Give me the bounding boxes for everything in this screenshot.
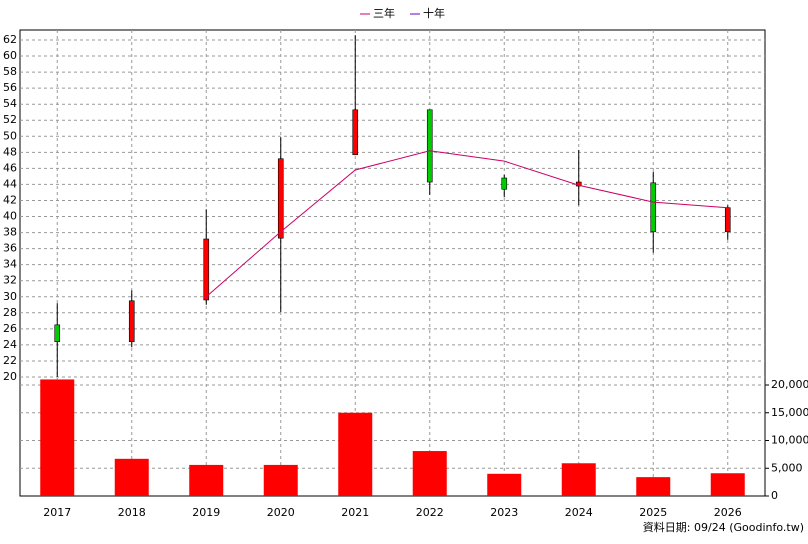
- candle-body: [54, 324, 61, 342]
- y-tick-label: 46: [3, 161, 17, 174]
- volume-bar: [561, 463, 596, 496]
- y-tick-label: 30: [3, 290, 17, 303]
- x-tick-label: 2019: [192, 506, 220, 519]
- average-line: [205, 150, 728, 298]
- y-tick-label: 50: [3, 129, 17, 142]
- candle-body: [426, 109, 433, 183]
- candle-body: [277, 158, 284, 239]
- y-tick-label: 28: [3, 306, 17, 319]
- y-tick-label: 54: [3, 97, 17, 110]
- y-tick-label: 38: [3, 226, 17, 239]
- x-tick-label: 2022: [416, 506, 444, 519]
- x-tick-label: 2025: [639, 506, 667, 519]
- footnote: 資料日期: 09/24 (Goodinfo.tw): [643, 520, 804, 534]
- y-tick-label: 20: [3, 370, 17, 383]
- x-tick-label: 2026: [714, 506, 742, 519]
- volume-bar: [189, 464, 224, 496]
- y-tick-label: 44: [3, 177, 17, 190]
- y-tick-label: 48: [3, 145, 17, 158]
- x-tick-label: 2021: [341, 506, 369, 519]
- x-tick-label: 2017: [43, 506, 71, 519]
- y2-tick-label: 10,000: [771, 434, 808, 447]
- y2-tick-label: 0: [771, 489, 778, 502]
- x-tick-label: 2018: [118, 506, 146, 519]
- volume-bar: [487, 473, 522, 496]
- y-tick-label: 40: [3, 210, 17, 223]
- x-tick-label: 2024: [565, 506, 593, 519]
- candle-body: [128, 300, 135, 342]
- plot-area: [19, 29, 766, 497]
- x-tick-label: 2020: [267, 506, 295, 519]
- y-tick-label: 22: [3, 354, 17, 367]
- volume-bar: [636, 477, 671, 496]
- y2-tick-label: 5,000: [771, 461, 803, 474]
- y-tick-label: 60: [3, 49, 17, 62]
- volume-bar: [263, 464, 298, 496]
- y-tick-label: 34: [3, 258, 17, 271]
- legend-label: 十年: [423, 6, 445, 20]
- volume-bar: [338, 412, 373, 496]
- y-tick-label: 56: [3, 81, 17, 94]
- y2-tick-label: 15,000: [771, 406, 808, 419]
- candle-body: [724, 207, 731, 233]
- y-tick-label: 36: [3, 242, 17, 255]
- candle-body: [352, 109, 359, 156]
- candle-body: [650, 182, 657, 233]
- y-tick-label: 32: [3, 274, 17, 287]
- y-tick-label: 58: [3, 65, 17, 78]
- y2-tick-label: 20,000: [771, 378, 808, 391]
- y-tick-label: 24: [3, 338, 17, 351]
- candle-body: [203, 238, 210, 301]
- volume-bar: [710, 473, 745, 496]
- volume-bar: [40, 379, 75, 496]
- volume-bar: [114, 458, 149, 496]
- volume-bar: [412, 451, 447, 496]
- candle-body: [501, 177, 508, 190]
- y-tick-label: 42: [3, 193, 17, 206]
- y-tick-label: 26: [3, 322, 17, 335]
- y-tick-label: 62: [3, 33, 17, 46]
- x-tick-label: 2023: [490, 506, 518, 519]
- y-tick-label: 52: [3, 113, 17, 126]
- legend-label: 三年: [373, 6, 395, 20]
